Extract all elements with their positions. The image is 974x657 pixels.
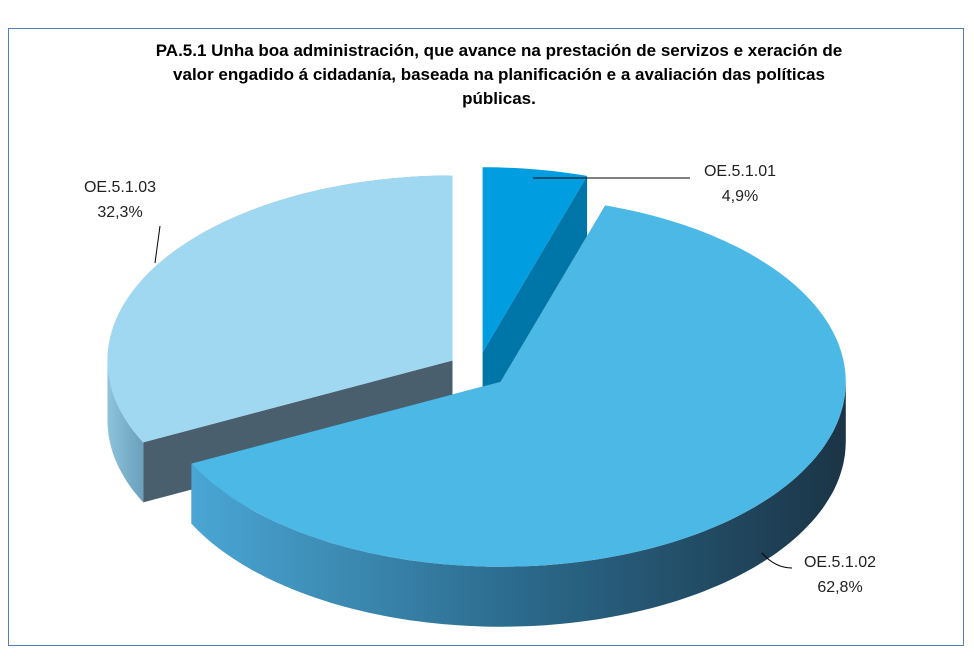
slice-value-label: 4,9% <box>722 188 758 205</box>
slice-outer-wall <box>191 381 846 627</box>
pie-slice <box>482 167 588 353</box>
chart-title: PA.5.1 Unha boa administración, que avan… <box>155 41 843 108</box>
leader-line <box>761 552 793 569</box>
leader-line <box>154 225 161 264</box>
pie-slice <box>191 205 846 567</box>
slice-value-label: 62,8% <box>817 579 862 596</box>
slice-radial-face <box>482 175 588 413</box>
slice-value-label: 32,3% <box>97 204 142 221</box>
slice-category-label: OE.5.1.01 <box>704 163 776 180</box>
pie-slice <box>107 175 453 443</box>
slice-outer-wall <box>107 360 144 503</box>
slice-category-label: OE.5.1.03 <box>84 179 156 196</box>
slice-category-label: OE.5.1.02 <box>804 554 876 571</box>
